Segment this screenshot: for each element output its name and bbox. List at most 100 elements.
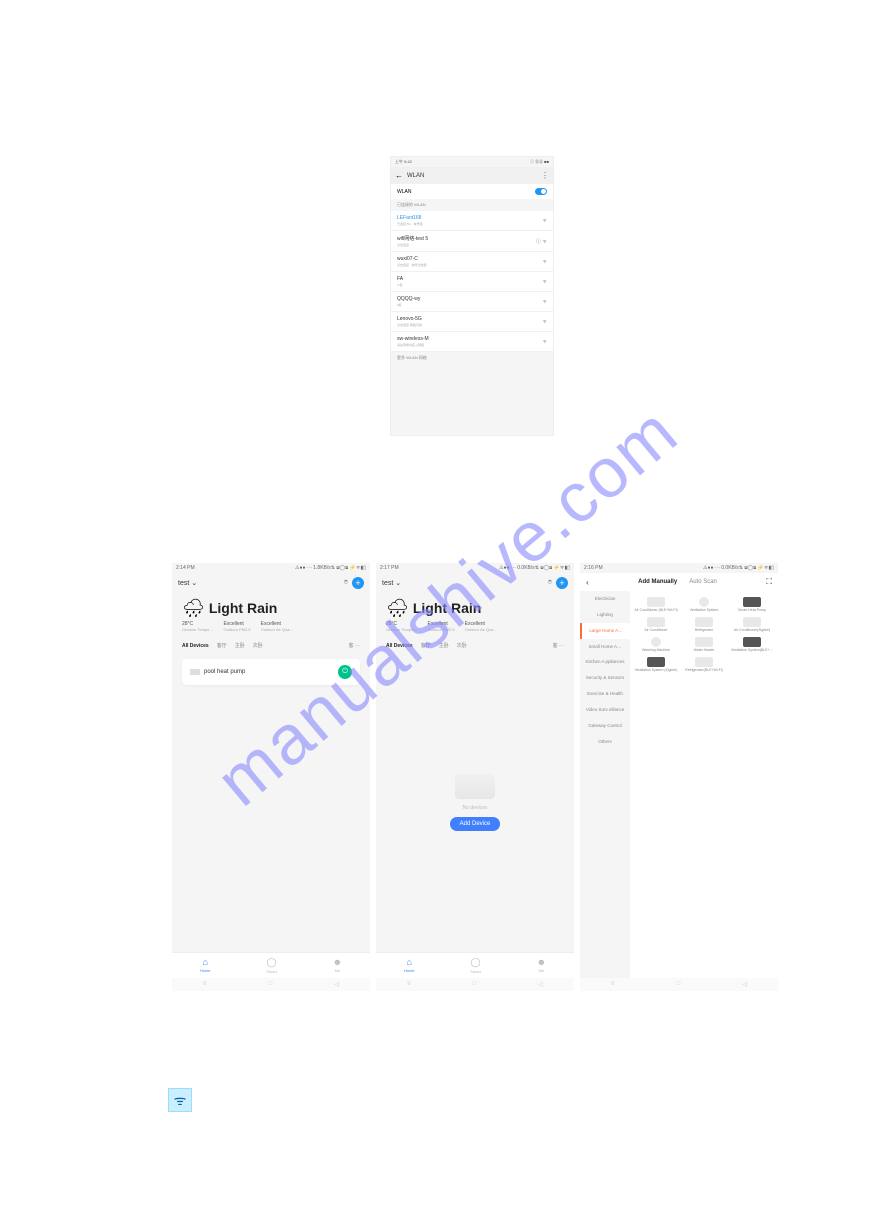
bottom-nav: ⌂Home ◯Smart ☻Me: [376, 952, 574, 978]
system-nav-button[interactable]: □: [677, 981, 681, 988]
nav-item-me[interactable]: ☻Me: [333, 957, 342, 974]
network-name: sw-wireless-M: [397, 336, 429, 342]
wlan-network-row[interactable]: wuxi07-C点击连接 · 信号比较弱ᯤ: [391, 252, 553, 272]
nav-label: Me: [539, 968, 545, 973]
bottom-nav: ⌂Home ◯Smart ☻Me: [172, 952, 370, 978]
add-button[interactable]: +: [352, 577, 364, 589]
system-nav-button[interactable]: ◁: [334, 981, 339, 988]
nav-item-home[interactable]: ⌂Home: [200, 957, 211, 974]
room-tab[interactable]: 主卧: [235, 642, 245, 649]
category-item[interactable]: Large Home A…: [580, 623, 630, 639]
add-header: ‹ Add Manually Auto Scan ⛶: [580, 573, 778, 591]
category-item[interactable]: Small Home A…: [580, 639, 630, 655]
room-tab[interactable]: 客厅: [421, 642, 431, 649]
category-item[interactable]: Security & Sensors: [580, 670, 630, 686]
room-tab[interactable]: All Devices: [386, 643, 413, 649]
device-type-item[interactable]: Ventilation System (Zigbee): [634, 657, 678, 673]
nav-item-me[interactable]: ☻Me: [537, 957, 546, 974]
device-type-item[interactable]: Air Conditioner(Zigbee): [730, 617, 774, 633]
add-button[interactable]: +: [556, 577, 568, 589]
mic-icon[interactable]: ⌾: [344, 579, 348, 587]
weather-stat: ExcellentOutdoor Air Qua…: [261, 621, 294, 632]
category-item[interactable]: Lighting: [580, 607, 630, 623]
system-nav-button[interactable]: □: [269, 981, 273, 988]
wifi-signal-icon: ⓘ ᯤ: [536, 238, 547, 245]
wlan-network-row[interactable]: Lenovo-5G点击连接 网络可用ᯤ: [391, 312, 553, 332]
wlan-network-row[interactable]: FA4 栋ᯤ: [391, 272, 553, 292]
system-nav-button[interactable]: ≡: [611, 981, 615, 988]
add-body: ElectricianLightingLarge Home A…Small Ho…: [580, 591, 778, 978]
weather-stat: ExcellentOutdoor Air Qua…: [465, 621, 498, 632]
category-item[interactable]: Others: [580, 734, 630, 750]
device-type-label: Ventilation System(BLE+…: [731, 649, 773, 653]
device-type-icon: [647, 617, 665, 627]
add-device-button[interactable]: Add Device: [450, 817, 501, 831]
room-tab[interactable]: 主卧: [439, 642, 449, 649]
wlan-network-row[interactable]: LEFant168已连接 5G · 信号强ᯤ: [391, 211, 553, 231]
category-item[interactable]: Electrician: [580, 591, 630, 607]
nav-item-smart[interactable]: ◯Smart: [266, 957, 277, 974]
back-icon[interactable]: ←: [395, 171, 403, 180]
category-item[interactable]: Video Surv eillance: [580, 702, 630, 718]
device-type-label: Refrigerator: [695, 629, 713, 633]
system-nav-button[interactable]: ≡: [407, 981, 411, 988]
device-type-icon: [647, 597, 665, 607]
wifi-signal-icon: ᯤ: [542, 319, 547, 325]
category-item[interactable]: Gateway Control: [580, 718, 630, 734]
system-nav-button[interactable]: ◁: [742, 981, 747, 988]
tab-auto-scan[interactable]: Auto Scan: [689, 579, 717, 585]
stat-label: Outdoor PM2.5: [224, 627, 251, 632]
weather-stat: 28°COutdoor Tempe…: [386, 621, 418, 632]
nav-item-home[interactable]: ⌂Home: [404, 957, 415, 974]
device-type-item[interactable]: Air Conditioner (BLE+Wi-Fi): [634, 597, 678, 613]
nav-label: Smart: [470, 969, 481, 974]
device-type-item[interactable]: Air Conditioner: [634, 617, 678, 633]
wlan-network-row[interactable]: wifi网络-test 5点击连接ⓘ ᯤ: [391, 231, 553, 252]
category-item[interactable]: Exercise & Health: [580, 686, 630, 702]
network-sub: 4 栋: [397, 283, 403, 287]
home-icon: ⌂: [406, 957, 411, 967]
device-type-item[interactable]: Refrigerator(BLE+Wi-Fi): [682, 657, 726, 673]
room-tab[interactable]: 客厅: [217, 642, 227, 649]
wifi-signal-icon: ᯤ: [542, 339, 547, 345]
power-button[interactable]: ⏻: [338, 665, 352, 679]
tabs-more[interactable]: 客 ···: [349, 642, 360, 649]
nav-item-smart[interactable]: ◯Smart: [470, 957, 481, 974]
home-icon: ⌂: [202, 957, 207, 967]
location-dropdown[interactable]: test ⌄: [382, 579, 401, 587]
category-item[interactable]: Kitchen A ppliances: [580, 654, 630, 670]
system-nav-button[interactable]: ≡: [203, 981, 207, 988]
system-nav-button[interactable]: ◁: [538, 981, 543, 988]
tabs-more[interactable]: 客 ···: [553, 642, 564, 649]
back-icon[interactable]: ‹: [586, 578, 589, 587]
wlan-network-row[interactable]: QQQQ-wy3栋ᯤ: [391, 292, 553, 312]
me-icon: ☻: [537, 957, 546, 967]
status-bar: 2:14 PM⚠●● ··· 1.8KB/s⇅ ⧈◯⧈ ⚡ᯤ▮▯: [172, 563, 370, 573]
device-type-item[interactable]: Ventilation System(BLE+…: [730, 637, 774, 653]
mic-icon[interactable]: ⌾: [548, 579, 552, 587]
device-type-item[interactable]: Washing Machine: [634, 637, 678, 653]
room-tab[interactable]: 次卧: [457, 642, 467, 649]
device-type-icon: [743, 637, 761, 647]
nav-label: Home: [200, 968, 211, 973]
me-icon: ☻: [333, 957, 342, 967]
device-type-item[interactable]: Ventilation System: [682, 597, 726, 613]
room-tab[interactable]: 次卧: [253, 642, 263, 649]
more-icon[interactable]: ⋮: [541, 171, 549, 180]
device-type-item[interactable]: Water Heater: [682, 637, 726, 653]
wlan-more-networks[interactable]: 更多 WLAN 网络: [391, 352, 553, 364]
wlan-network-row[interactable]: sw-wireless-M请先登录并接入网络ᯤ: [391, 332, 553, 352]
location-dropdown[interactable]: test ⌄: [178, 579, 197, 587]
category-sidebar: ElectricianLightingLarge Home A…Small Ho…: [580, 591, 630, 978]
device-type-item[interactable]: Refrigerator: [682, 617, 726, 633]
device-type-item[interactable]: Smart Heat Pump: [730, 597, 774, 613]
network-sub: 已连接 5G · 信号强: [397, 222, 423, 226]
tab-add-manually[interactable]: Add Manually: [638, 579, 677, 585]
system-nav-button[interactable]: □: [473, 981, 477, 988]
rain-icon: 🌧: [386, 599, 409, 617]
room-tab[interactable]: All Devices: [182, 643, 209, 649]
scan-icon[interactable]: ⛶: [766, 577, 772, 587]
wlan-toggle[interactable]: [535, 188, 547, 195]
device-type-label: Water Heater: [694, 649, 715, 653]
device-row[interactable]: pool heat pump ⏻: [182, 659, 360, 685]
